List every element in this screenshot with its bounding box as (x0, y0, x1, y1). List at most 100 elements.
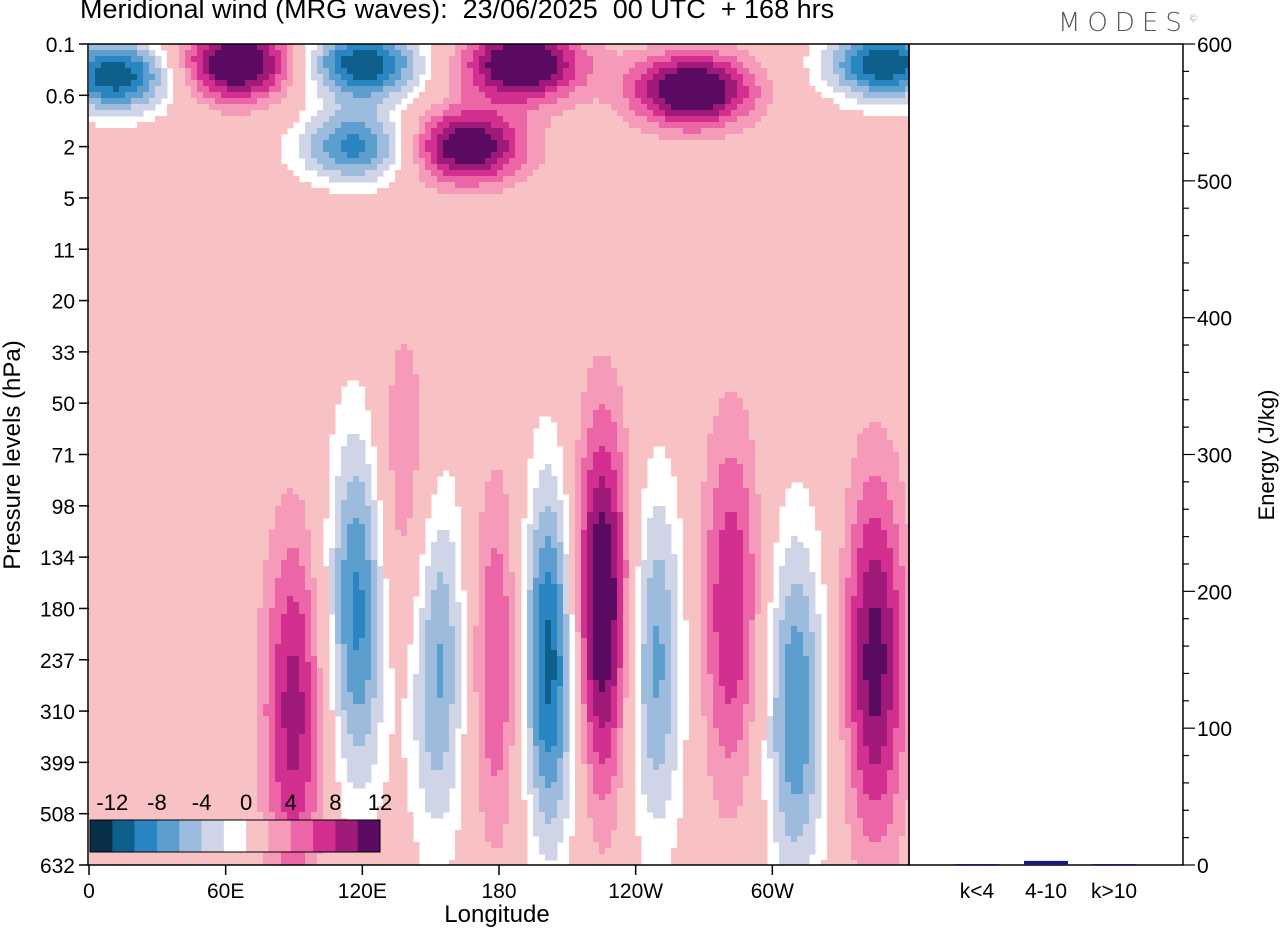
contour-cell (209, 224, 216, 231)
contour-cell (893, 254, 900, 261)
contour-cell (251, 194, 258, 201)
contour-cell (845, 134, 852, 141)
contour-cell (617, 164, 624, 171)
contour-cell (905, 98, 909, 105)
contour-cell (677, 218, 684, 225)
contour-cell (119, 176, 126, 183)
contour-cell (335, 212, 342, 219)
contour-cell (167, 122, 174, 129)
contour-cell (359, 152, 366, 159)
contour-cell (887, 128, 894, 135)
contour-cell (509, 134, 516, 141)
contour-cell (311, 218, 318, 225)
contour-cell (767, 68, 774, 75)
contour-cell (737, 140, 744, 147)
contour-cell (599, 122, 606, 129)
contour-cell (191, 152, 198, 159)
contour-cell (233, 122, 240, 129)
contour-cell (209, 218, 216, 225)
contour-cell (839, 248, 846, 255)
contour-cell (905, 80, 909, 87)
contour-cell (149, 98, 156, 105)
contour-cell (407, 128, 414, 135)
contour-cell (479, 188, 486, 195)
contour-cell (599, 176, 606, 183)
contour-cell (815, 128, 822, 135)
contour-cell (377, 212, 384, 219)
contour-cell (233, 182, 240, 189)
contour-cell (677, 224, 684, 231)
contour-cell (449, 188, 456, 195)
contour-cell (647, 98, 654, 105)
contour-cell (677, 74, 684, 81)
contour-cell (95, 218, 102, 225)
contour-cell (473, 218, 480, 225)
contour-cell (287, 176, 294, 183)
contour-cell (371, 236, 378, 243)
contour-cell (233, 146, 240, 153)
contour-cell (173, 134, 180, 141)
contour-cell (113, 86, 120, 93)
contour-cell (557, 230, 564, 237)
contour-cell (425, 224, 432, 231)
contour-cell (701, 248, 708, 255)
contour-cell (623, 176, 630, 183)
contour-cell (557, 152, 564, 159)
contour-cell (173, 56, 180, 63)
contour-cell (803, 164, 810, 171)
contour-cell (191, 218, 198, 225)
contour-cell (857, 260, 864, 267)
contour-cell (593, 158, 600, 165)
contour-cell (437, 44, 444, 51)
contour-cell (695, 104, 702, 111)
contour-cell (275, 194, 282, 201)
contour-cell (437, 266, 444, 273)
contour-cell (677, 188, 684, 195)
contour-cell (443, 206, 450, 213)
contour-cell (317, 206, 324, 213)
contour-cell (125, 194, 132, 201)
contour-cell (905, 146, 909, 153)
contour-cell (467, 218, 474, 225)
contour-cell (485, 68, 492, 75)
contour-cell (779, 140, 786, 147)
contour-cell (431, 68, 438, 75)
contour-cell (185, 206, 192, 213)
contour-cell (389, 200, 396, 207)
contour-cell (449, 236, 456, 243)
contour-cell (233, 266, 240, 273)
contour-cell (389, 104, 396, 111)
contour-cell (143, 158, 150, 165)
contour-cell (299, 50, 306, 57)
contour-cell (677, 92, 684, 99)
contour-cell (251, 146, 258, 153)
contour-cell (407, 50, 414, 57)
contour-cell (737, 188, 744, 195)
contour-cell (851, 164, 858, 171)
contour-cell (635, 134, 642, 141)
contour-cell (485, 56, 492, 63)
contour-cell (809, 122, 816, 129)
contour-cell (749, 68, 756, 75)
contour-cell (587, 242, 594, 249)
contour-cell (227, 122, 234, 129)
contour-cell (851, 230, 858, 237)
contour-cell (299, 188, 306, 195)
contour-cell (695, 68, 702, 75)
contour-cell (755, 224, 762, 231)
contour-cell (431, 212, 438, 219)
contour-cell (737, 128, 744, 135)
contour-cell (677, 110, 684, 117)
contour-cell (437, 200, 444, 207)
contour-cell (329, 206, 336, 213)
contour-cell (197, 74, 204, 81)
contour-cell (893, 200, 900, 207)
contour-cell (755, 62, 762, 69)
contour-cell (461, 242, 468, 249)
contour-cell (461, 176, 468, 183)
contour-cell (635, 62, 642, 69)
contour-cell (191, 188, 198, 195)
contour-cell (245, 242, 252, 249)
contour-cell (665, 134, 672, 141)
contour-cell (245, 260, 252, 267)
